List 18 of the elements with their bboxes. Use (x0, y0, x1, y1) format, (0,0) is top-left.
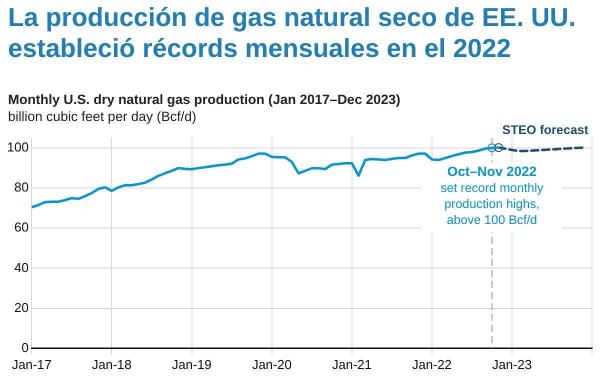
annotation: Oct–Nov 2022 set record monthly production highs, above 100 Bcf/d (440, 164, 544, 227)
y-tick-label: 0 (21, 340, 29, 355)
y-tick-label: 60 (14, 220, 29, 235)
chart-subtitle: Monthly U.S. dry natural gas production (Jan 2017–Dec 2023) (8, 92, 400, 107)
series-label: STEO forecast (502, 122, 590, 137)
x-tick-label: Jan-22 (412, 356, 452, 372)
y-tick-label: 20 (14, 300, 29, 315)
x-tick-label: Jan-20 (252, 356, 292, 372)
y-axis-title: billion cubic feet per day (Bcf/d) (8, 109, 196, 124)
chart-title: La producción de gas natural seco de EE. UU. estableció récords mensuales en el 2022 (8, 2, 577, 64)
y-tick-label: 40 (14, 260, 29, 275)
y-tick-label: 80 (14, 180, 29, 195)
x-tick-label: Jan-19 (172, 356, 212, 372)
x-tick-label: Jan-21 (332, 356, 372, 372)
x-tick-label: Jan-17 (12, 356, 52, 372)
y-tick-label: 100 (6, 140, 29, 155)
x-tick-label: Jan-23 (492, 356, 532, 372)
x-tick-label: Jan-18 (92, 356, 132, 372)
